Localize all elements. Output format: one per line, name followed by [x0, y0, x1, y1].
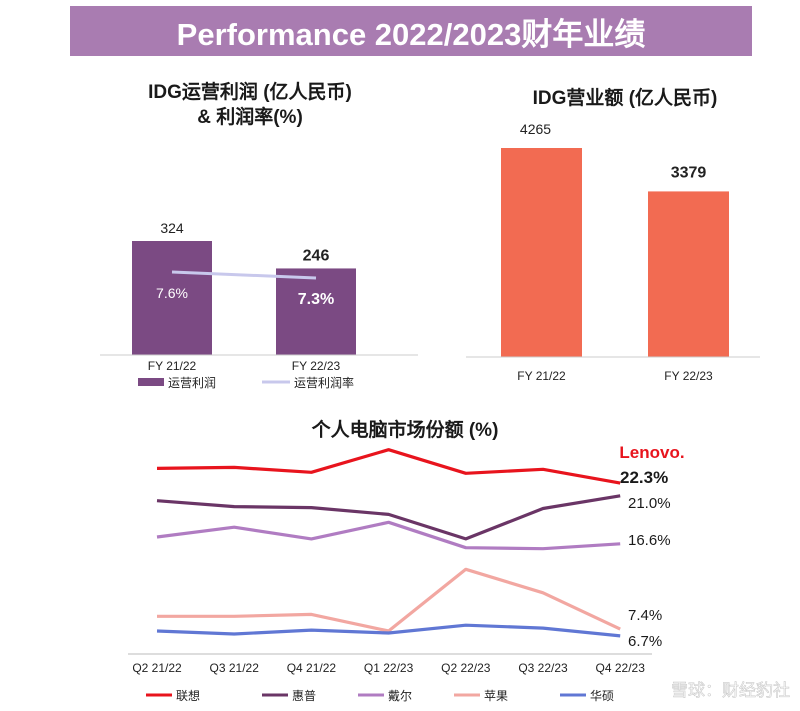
- rev-chart-title: IDG营业额 (亿人民币): [533, 86, 718, 109]
- share-x-tick-4: Q2 22/23: [441, 661, 491, 675]
- rev-bar-0: [501, 148, 582, 357]
- share-x-tick-5: Q3 22/23: [518, 661, 568, 675]
- chart-revenue: IDG营业额 (亿人民币) 4265 FY 21/22 3379 FY 22/23: [466, 86, 760, 383]
- share-line-1: [156, 494, 621, 541]
- legend-label-0: 联想: [176, 688, 200, 703]
- op-value-label-1: 246: [303, 247, 330, 264]
- legend-label-2: 戴尔: [388, 688, 412, 703]
- share-line-4: [156, 623, 621, 638]
- share-x-tick-0: Q2 21/22: [132, 661, 182, 675]
- op-bar-0: [132, 241, 212, 355]
- rev-value-label-0: 4265: [520, 121, 551, 137]
- share-x-tick-3: Q1 22/23: [364, 661, 414, 675]
- share-x-tick-1: Q3 21/22: [210, 661, 260, 675]
- rev-bar-1: [648, 191, 729, 357]
- op-bar-1: [276, 268, 356, 355]
- op-legend: 运营利润 运营利润率: [138, 375, 354, 390]
- share-chart-title: 个人电脑市场份额 (%): [311, 418, 499, 441]
- legend-label-4: 华硕: [590, 689, 614, 703]
- lenovo-logo: Lenovo.: [619, 443, 684, 462]
- rev-value-label-1: 3379: [671, 164, 707, 181]
- op-margin-label-0: 7.6%: [156, 285, 188, 301]
- legend-label-op-margin: 运营利润率: [294, 375, 354, 390]
- legend-label-3: 苹果: [484, 689, 508, 703]
- op-value-label-0: 324: [160, 220, 184, 236]
- share-line-3: [157, 567, 621, 633]
- share-end-label-1: 21.0%: [628, 495, 671, 512]
- share-line-0: [156, 448, 621, 485]
- page-banner-title: Performance 2022/2023财年业绩: [70, 6, 752, 56]
- watermark: 雪球：财经豹社: [671, 681, 790, 700]
- op-chart-title-line2: & 利润率(%): [197, 105, 303, 128]
- legend-label-1: 惠普: [292, 689, 316, 703]
- share-end-label-0: 22.3%: [620, 468, 668, 487]
- chart-pc-market-share: 个人电脑市场份额 (%) Lenovo. 22.3% 21.0% 16.6% 7.4%…: [128, 418, 685, 703]
- rev-x-tick-1: FY 22/23: [664, 369, 713, 383]
- op-chart-title: IDG运营利润 (亿人民币): [148, 80, 352, 103]
- op-margin-label-1: 7.3%: [298, 291, 334, 308]
- share-x-tick-6: Q4 22/23: [596, 661, 646, 675]
- rev-x-tick-0: FY 21/22: [517, 369, 566, 383]
- op-x-tick-1: FY 22/23: [292, 359, 341, 373]
- share-line-2: [156, 520, 621, 551]
- legend-label-op-profit: 运营利润: [168, 376, 216, 390]
- op-margin-line: [171, 270, 317, 280]
- share-legend: 联想 惠普 戴尔 苹果 华硕: [146, 688, 614, 703]
- legend-swatch-op-profit: [138, 378, 164, 386]
- chart-operating-profit: IDG运营利润 (亿人民币) & 利润率(%) 324 FY 21/22 246 FY…: [100, 80, 418, 390]
- share-end-label-4: 6.7%: [628, 633, 662, 650]
- share-end-label-3: 7.4%: [628, 607, 662, 624]
- share-end-label-2: 16.6%: [628, 532, 671, 549]
- op-x-tick-0: FY 21/22: [148, 359, 197, 373]
- share-x-tick-2: Q4 21/22: [287, 661, 337, 675]
